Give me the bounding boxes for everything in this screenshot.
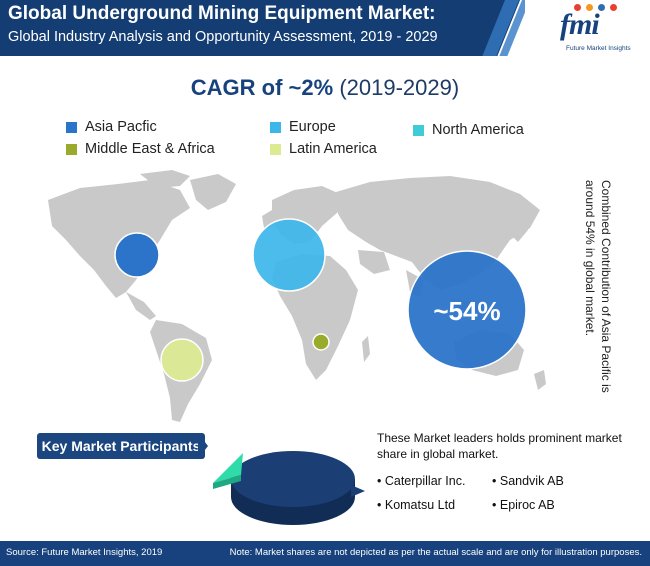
company-item: • Caterpillar Inc. — [377, 474, 466, 488]
cagr-period: (2019-2029) — [339, 75, 460, 100]
pie-exploded-slice-side — [213, 475, 241, 489]
key-participants-arrow — [198, 433, 208, 459]
legend-swatch — [270, 143, 281, 155]
bubble-asia-pacific — [407, 250, 527, 370]
side-note-text: Combined Contribution of Asia Pacific is… — [583, 180, 613, 393]
bubble-latin-america — [160, 338, 204, 382]
legend-item-latin-america: Latin America — [270, 141, 377, 157]
legend-item-asia-pacific: Asia Pacfic — [66, 119, 157, 135]
company-name: Caterpillar Inc. — [384, 474, 466, 488]
legend-item-north-america: North America — [413, 122, 524, 138]
page-title: Global Underground Mining Equipment Mark… — [8, 3, 436, 24]
footer-note: Note: Market shares are not depicted as … — [229, 547, 642, 558]
pie-main-slice — [231, 451, 355, 507]
legend-label: Asia Pacfic — [85, 119, 157, 135]
header: Global Underground Mining Equipment Mark… — [0, 0, 650, 56]
logo-dots — [574, 4, 617, 11]
leaders-description: These Market leaders holds prominent mar… — [377, 431, 622, 461]
legend-label: Latin America — [289, 141, 377, 157]
legend-item-middle-east-africa: Middle East & Africa — [66, 141, 215, 157]
legend-label: Middle East & Africa — [85, 141, 215, 157]
logo-dot — [574, 4, 581, 11]
legend-label: Europe — [289, 119, 336, 135]
legend-item-europe: Europe — [270, 119, 336, 135]
footer: Source: Future Market Insights, 2019 Not… — [0, 541, 650, 566]
company-name: Komatsu Ltd — [384, 498, 456, 512]
logo-dot — [598, 4, 605, 11]
logo-tagline: Future Market Insights — [566, 45, 631, 52]
bubble-north-america — [114, 232, 160, 278]
legend-swatch — [66, 143, 77, 155]
legend-swatch — [66, 121, 77, 133]
legend-swatch — [270, 121, 281, 133]
bubble-europe — [252, 218, 326, 292]
company-name: Epiroc AB — [499, 498, 555, 512]
company-name: Sandvik AB — [499, 474, 564, 488]
legend-swatch — [413, 124, 424, 136]
key-participants-heading: Key Market Participants — [37, 433, 205, 459]
cagr-value: CAGR of ~2% — [190, 75, 334, 100]
logo-dot — [586, 4, 593, 11]
legend-label: North America — [432, 122, 524, 138]
logo: fmi — [560, 8, 600, 41]
pie-pointer — [351, 485, 365, 497]
company-item: • Sandvik AB — [492, 474, 564, 488]
side-note: Combined Contribution of Asia Pacific is… — [578, 180, 614, 404]
pie-exploded-slice — [213, 453, 243, 483]
company-item: • Epiroc AB — [492, 498, 555, 512]
footer-source: Source: Future Market Insights, 2019 — [6, 547, 163, 558]
world-map: ~54% — [48, 170, 546, 422]
page-subtitle: Global Industry Analysis and Opportunity… — [8, 29, 438, 45]
bubble-middle-east-africa — [312, 333, 330, 351]
cagr-heading: CAGR of ~2% (2019-2029) — [0, 75, 650, 101]
company-item: • Komatsu Ltd — [377, 498, 456, 512]
bubble-asia-pacific-label: ~54% — [433, 296, 500, 326]
logo-dot — [610, 4, 617, 11]
pie-chart — [213, 451, 365, 525]
